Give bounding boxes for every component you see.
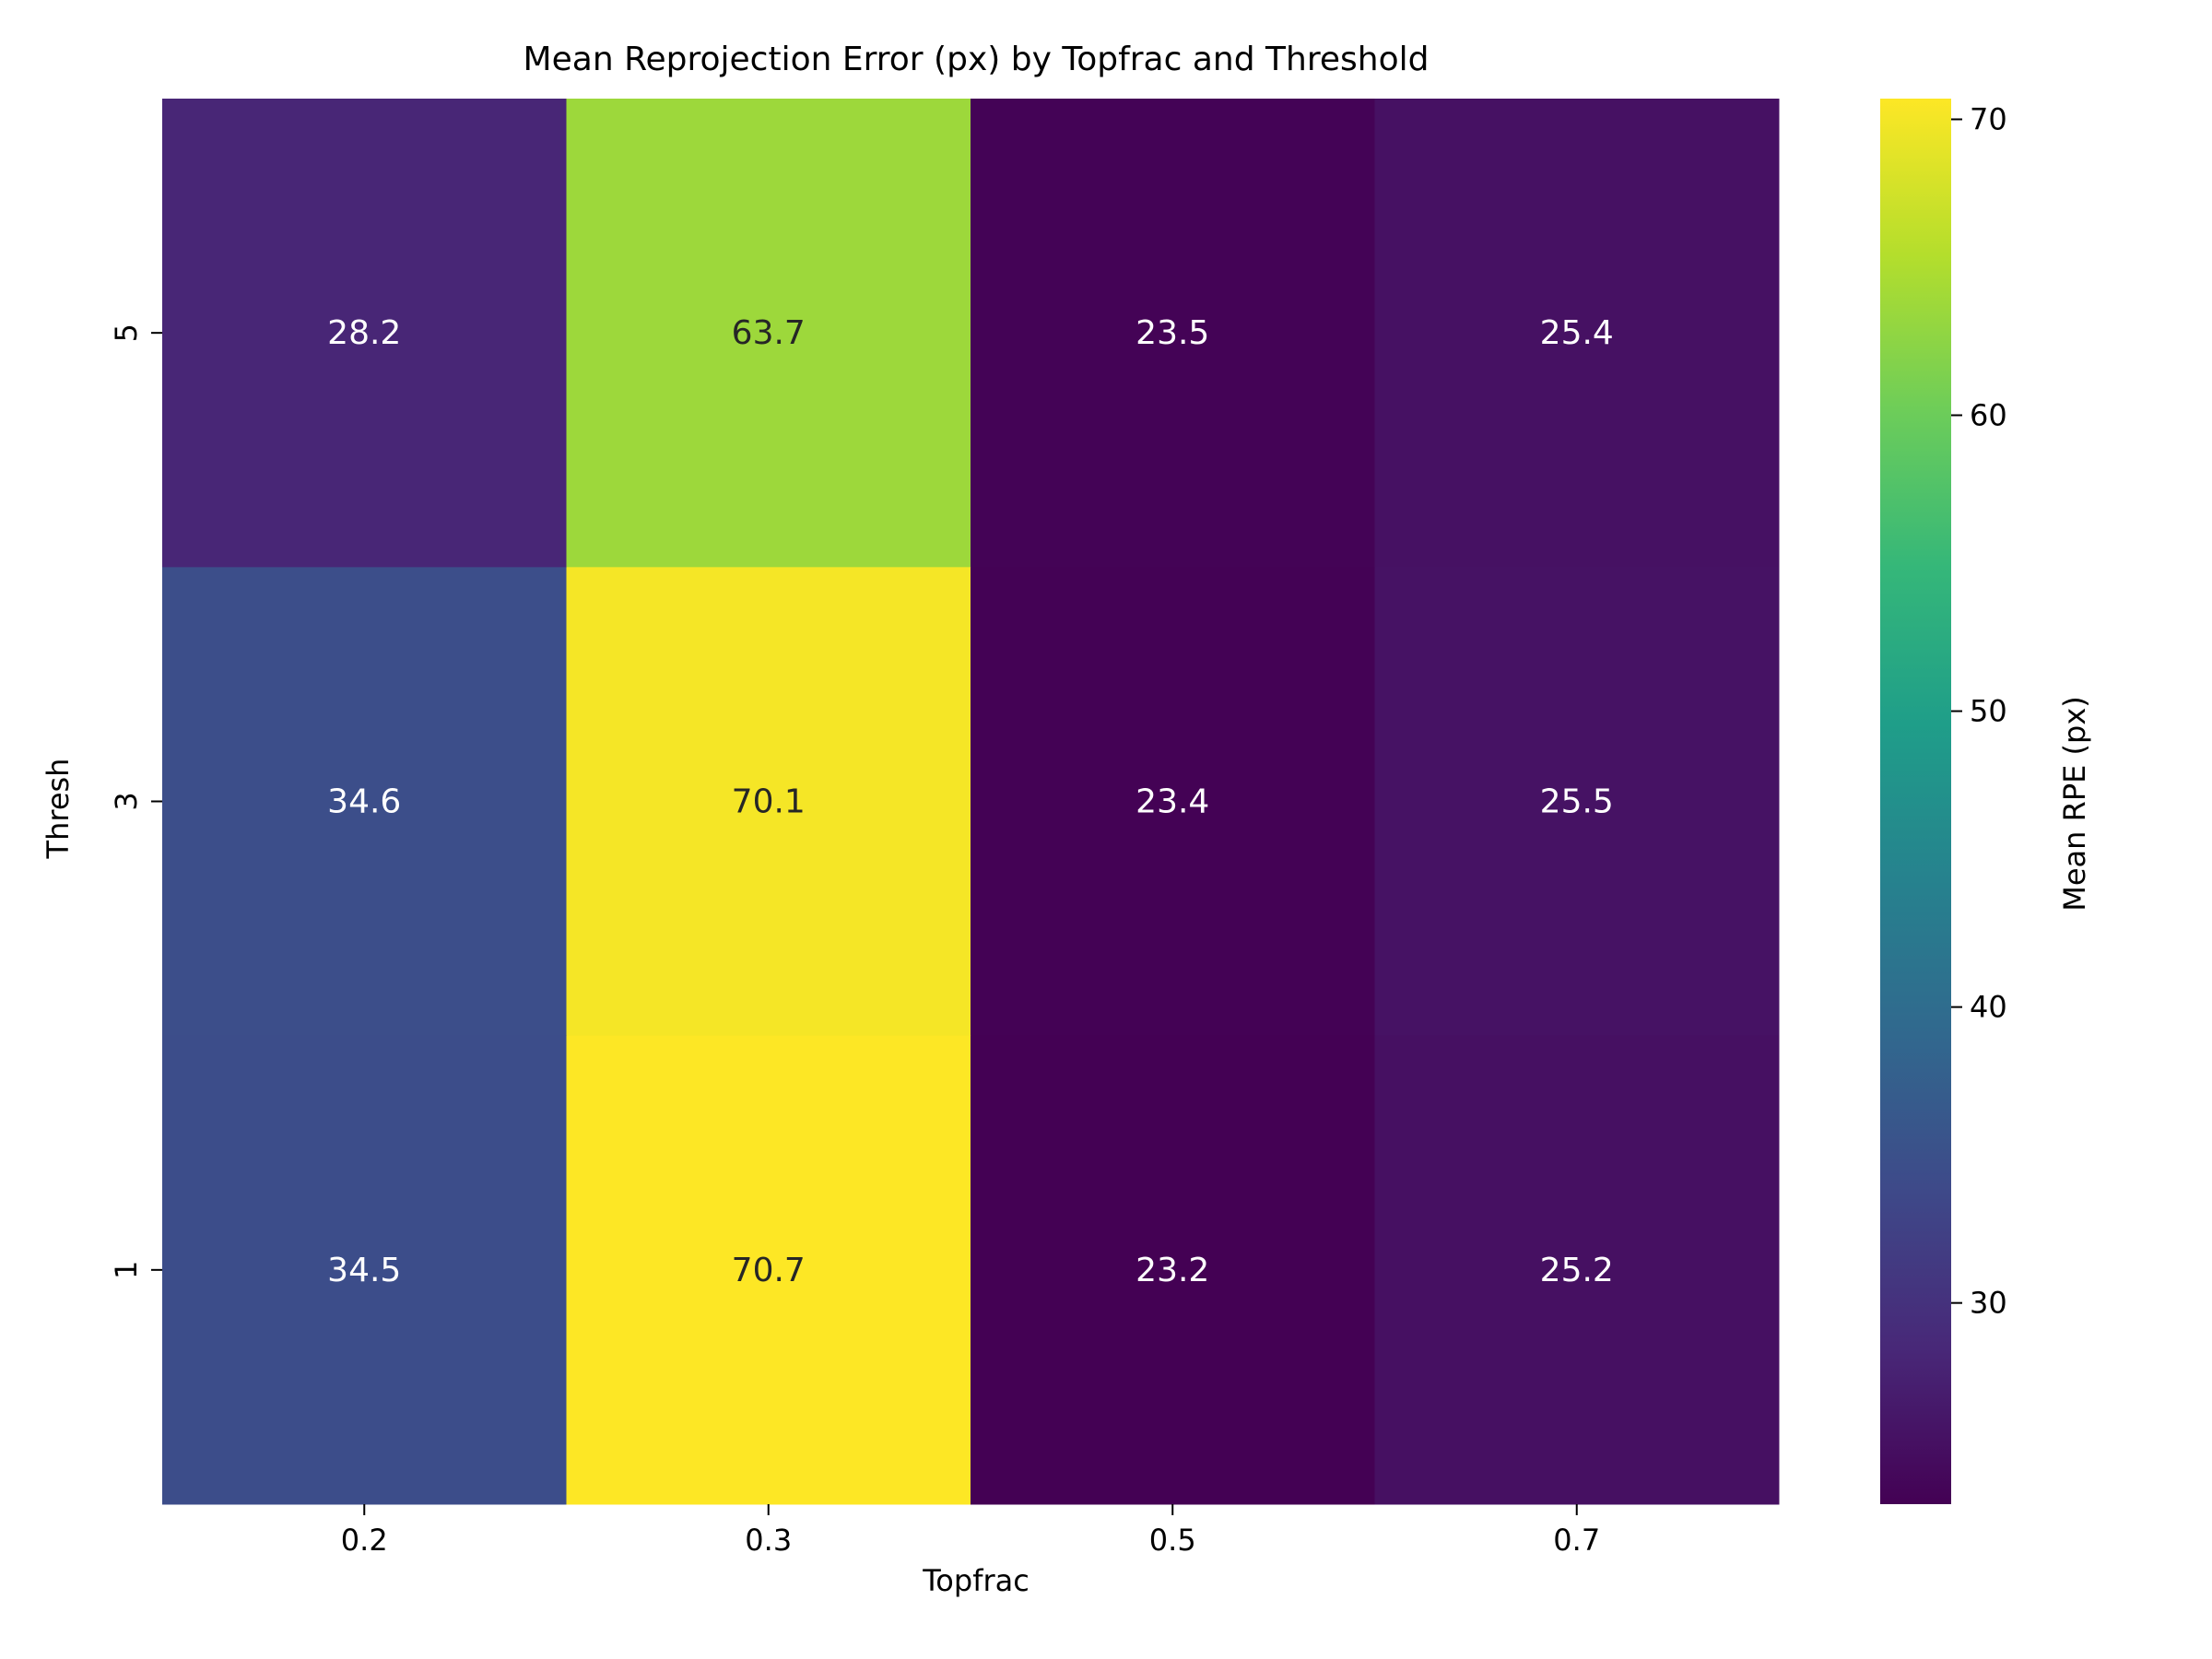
x-tick-label: 0.2 bbox=[341, 1523, 388, 1558]
y-axis-ticks: 5 3 1 bbox=[109, 324, 162, 1279]
colorbar-tick-label: 60 bbox=[1970, 398, 2007, 433]
x-tick-label: 0.7 bbox=[1553, 1523, 1600, 1558]
colorbar-tick-label: 70 bbox=[1970, 101, 2007, 136]
colorbar bbox=[1880, 99, 1951, 1504]
heatmap-cells bbox=[162, 99, 1780, 1505]
y-tick-label: 1 bbox=[109, 1261, 144, 1279]
x-axis-ticks: 0.2 0.3 0.5 0.7 bbox=[341, 1504, 1600, 1558]
colorbar-tick-label: 50 bbox=[1970, 694, 2007, 729]
heatmap-cell bbox=[971, 99, 1375, 568]
colorbar-ticks: 30 40 50 60 70 bbox=[1951, 101, 2007, 1321]
cell-value-label: 23.2 bbox=[1135, 1252, 1209, 1289]
cell-value-label: 34.5 bbox=[327, 1252, 401, 1289]
heatmap-cell bbox=[1374, 99, 1780, 568]
heatmap-cell bbox=[162, 1035, 567, 1505]
heatmap-cell bbox=[162, 567, 567, 1037]
heatmap-cell bbox=[162, 99, 567, 568]
heatmap-cell bbox=[566, 567, 971, 1037]
cell-value-label: 63.7 bbox=[732, 314, 806, 352]
colorbar-tick-label: 40 bbox=[1970, 990, 2007, 1025]
heatmap-annotations: 28.2 63.7 23.5 25.4 34.6 70.1 23.4 25.5 34.5 70.7… bbox=[327, 314, 1614, 1289]
cell-value-label: 70.1 bbox=[732, 783, 806, 821]
cell-value-label: 28.2 bbox=[327, 314, 401, 352]
cell-value-label: 25.5 bbox=[1540, 783, 1614, 821]
colorbar-tick-label: 30 bbox=[1970, 1286, 2007, 1321]
cell-value-label: 34.6 bbox=[327, 783, 401, 821]
x-tick-label: 0.5 bbox=[1149, 1523, 1196, 1558]
cell-value-label: 23.4 bbox=[1135, 783, 1209, 821]
x-tick-label: 0.3 bbox=[745, 1523, 792, 1558]
heatmap-cell bbox=[1374, 567, 1780, 1037]
y-axis-label: Thresh bbox=[41, 759, 76, 860]
colorbar-label: Mean RPE (px) bbox=[2057, 696, 2092, 912]
heatmap-cell bbox=[971, 1035, 1375, 1505]
heatmap-cell bbox=[566, 1035, 971, 1505]
cell-value-label: 23.5 bbox=[1135, 314, 1209, 352]
heatmap-cell bbox=[1374, 1035, 1780, 1505]
chart-title: Mean Reprojection Error (px) by Topfrac … bbox=[524, 41, 1430, 78]
heatmap-cell bbox=[971, 567, 1375, 1037]
y-tick-label: 5 bbox=[109, 324, 144, 342]
cell-value-label: 25.4 bbox=[1540, 314, 1614, 352]
heatmap-cell bbox=[566, 99, 971, 568]
x-axis-label: Topfrac bbox=[922, 1563, 1030, 1598]
cell-value-label: 25.2 bbox=[1540, 1252, 1614, 1289]
y-tick-label: 3 bbox=[109, 792, 144, 810]
cell-value-label: 70.7 bbox=[732, 1252, 806, 1289]
